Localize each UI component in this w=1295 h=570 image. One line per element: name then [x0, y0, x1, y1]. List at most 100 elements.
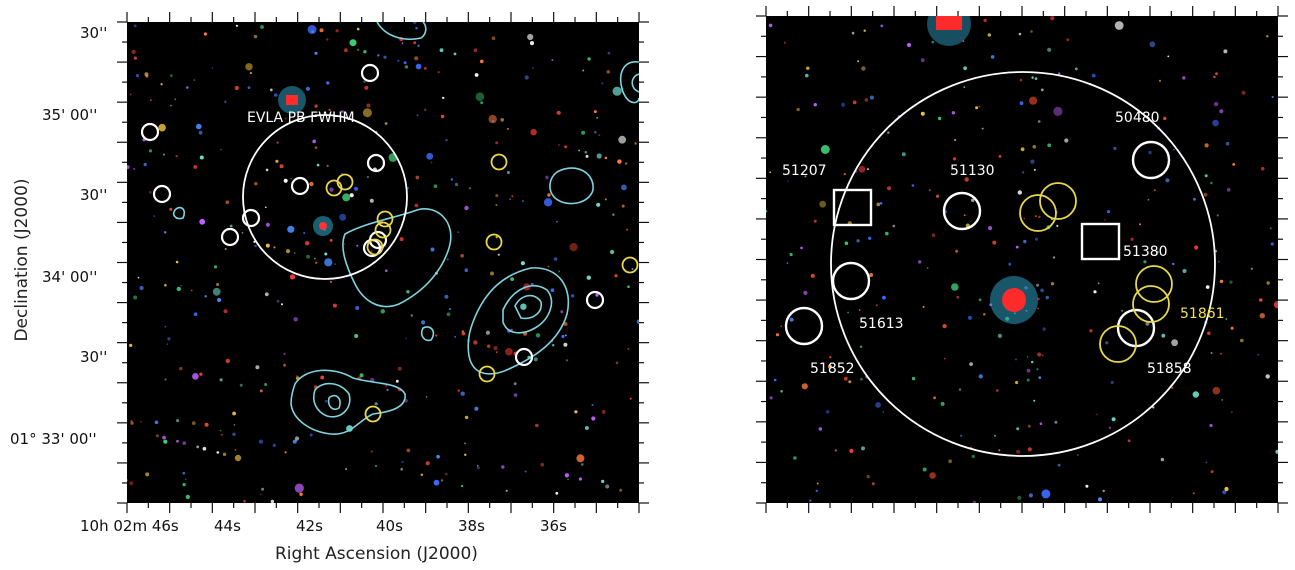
background-source [468, 187, 471, 190]
contour-east-middle [502, 285, 553, 334]
background-source [420, 473, 424, 477]
white-marker [360, 63, 380, 83]
background-source [241, 232, 244, 234]
background-source [978, 105, 981, 108]
background-source [294, 483, 304, 493]
background-source [843, 376, 848, 381]
x-tick-label: 36s [540, 517, 567, 535]
background-source [385, 384, 388, 387]
background-source [1207, 331, 1211, 335]
white-marker [514, 347, 534, 367]
background-source [343, 243, 346, 246]
background-source [595, 293, 599, 297]
background-source [305, 86, 310, 91]
white-source-markers [784, 140, 1171, 348]
contour-south-middle [312, 382, 351, 418]
background-source [1022, 171, 1025, 174]
background-source [598, 134, 601, 137]
contour-small-mid [420, 326, 435, 342]
background-source [576, 454, 585, 463]
background-source [198, 130, 203, 135]
background-source [1054, 420, 1058, 424]
background-source [806, 66, 810, 70]
background-source [584, 151, 588, 154]
y-tick-label: 35' 00'' [42, 106, 98, 124]
background-source [296, 375, 299, 378]
background-source [276, 141, 279, 144]
background-source [596, 116, 599, 119]
yellow-marker [485, 233, 503, 251]
background-source [618, 135, 627, 144]
background-source [955, 249, 959, 253]
background-source [366, 175, 369, 179]
background-source [1270, 242, 1274, 246]
background-source [253, 34, 258, 39]
background-source [990, 55, 995, 59]
background-source [1212, 119, 1219, 127]
background-source [224, 100, 227, 103]
background-source [971, 198, 975, 202]
background-source [283, 352, 286, 355]
background-source [1240, 338, 1244, 343]
background-source [193, 312, 198, 317]
white-marker [585, 290, 605, 310]
background-source [290, 177, 292, 180]
background-source [1020, 147, 1025, 152]
background-source [601, 479, 605, 483]
background-source [186, 86, 189, 89]
background-source [626, 228, 629, 231]
background-source [829, 356, 832, 359]
yellow-marker [1099, 325, 1137, 363]
background-source [435, 334, 438, 337]
background-source [180, 284, 182, 287]
background-source [1037, 120, 1041, 123]
background-source [148, 149, 153, 153]
background-source [284, 117, 287, 120]
background-source [354, 334, 359, 338]
background-source [879, 202, 883, 205]
background-source [1040, 288, 1044, 293]
background-source [956, 295, 960, 299]
white-square-51380 [1080, 222, 1121, 261]
background-source [918, 260, 922, 264]
background-source [292, 439, 297, 444]
background-source [461, 330, 464, 333]
background-source [127, 479, 129, 482]
background-source [574, 410, 578, 414]
background-source [356, 27, 360, 31]
background-source [886, 186, 892, 191]
background-source [511, 195, 514, 198]
background-source [320, 375, 325, 380]
background-source [1275, 449, 1278, 454]
background-source [155, 434, 159, 438]
background-source [309, 433, 313, 437]
background-source [963, 214, 966, 217]
background-source [803, 290, 808, 295]
background-source [403, 61, 407, 65]
background-source [1018, 32, 1022, 36]
background-source [425, 396, 428, 398]
background-source [473, 48, 478, 52]
background-source [769, 171, 772, 174]
background-source [1057, 463, 1061, 467]
background-source [1224, 486, 1229, 492]
background-source [446, 258, 449, 261]
background-source [415, 63, 422, 70]
background-source [335, 29, 339, 33]
central-star-core [319, 222, 327, 230]
background-source [135, 74, 140, 78]
background-source [1250, 267, 1253, 270]
background-source [627, 348, 630, 350]
background-source [550, 288, 555, 293]
background-source [769, 396, 773, 400]
background-source [1095, 413, 1098, 416]
background-source [305, 241, 310, 246]
background-source [232, 432, 236, 436]
y-tick-label: 30'' [80, 186, 108, 204]
background-source [254, 244, 257, 248]
background-source [1036, 283, 1040, 287]
source-label: 51380 [1123, 244, 1168, 260]
background-source [133, 56, 137, 60]
background-source [1259, 313, 1265, 319]
background-source [1050, 16, 1055, 21]
